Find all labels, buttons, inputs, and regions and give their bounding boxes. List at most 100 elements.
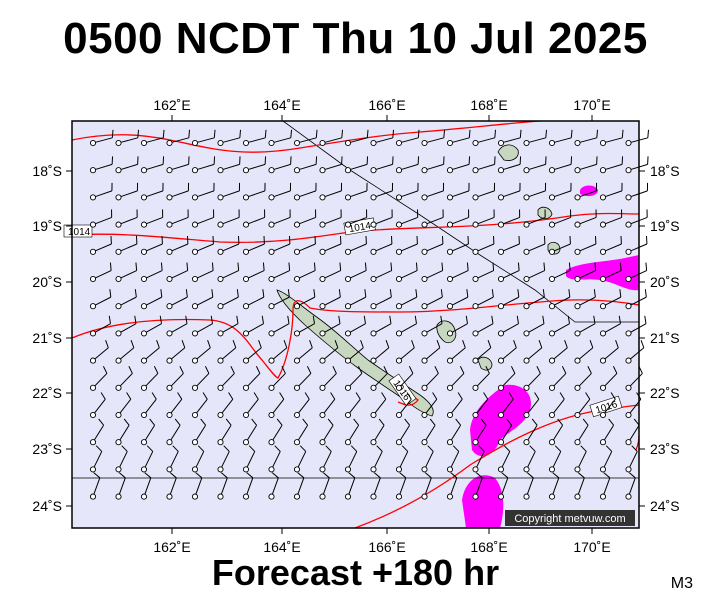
wind-barb xyxy=(497,129,522,147)
wind-barb xyxy=(523,392,540,419)
wind-barb xyxy=(242,315,264,337)
wind-barb xyxy=(166,209,189,228)
wind-barb xyxy=(497,445,511,473)
lon-label-top-166: 166˚E xyxy=(368,97,405,113)
wind-barb xyxy=(191,366,210,391)
wind-barb xyxy=(497,289,520,310)
wind-barb xyxy=(293,472,305,500)
wind-barb xyxy=(268,340,288,364)
wind-barb xyxy=(548,262,571,283)
wind-barb xyxy=(574,289,596,310)
wind-barb xyxy=(191,418,207,446)
wind-barb xyxy=(421,182,445,201)
wind-barb xyxy=(548,156,573,174)
wind-barb xyxy=(217,472,228,500)
wind-barb xyxy=(370,156,394,174)
wind-barb xyxy=(242,340,262,364)
wind-barb xyxy=(166,289,188,310)
wind-barb xyxy=(115,472,126,500)
wind-barb xyxy=(370,289,392,310)
wind-barb xyxy=(421,129,446,147)
loyalty-island-lifou xyxy=(436,320,457,344)
isobar-mid-west xyxy=(71,299,640,379)
wind-barb xyxy=(625,315,647,337)
wind-barb xyxy=(370,366,388,391)
wind-barb xyxy=(268,156,292,174)
wind-barb xyxy=(242,156,267,174)
wind-barb xyxy=(523,366,541,391)
wind-barb xyxy=(242,182,266,201)
lon-label-bottom-170: 170˚E xyxy=(573,539,610,555)
wind-barb xyxy=(523,262,546,283)
wind-barb xyxy=(395,209,419,228)
wind-barb xyxy=(217,315,239,337)
wind-barb xyxy=(89,156,114,174)
map-frame xyxy=(71,120,640,529)
wind-barb xyxy=(89,262,112,283)
page-title: 0500 NCDT Thu 10 Jul 2025 xyxy=(63,14,648,63)
wind-barb xyxy=(472,262,495,283)
wind-barb xyxy=(293,445,307,473)
wind-barb xyxy=(115,156,139,174)
wind-barb xyxy=(599,235,622,255)
wind-barb xyxy=(319,182,343,201)
wind-barb xyxy=(89,392,106,419)
wind-barb xyxy=(472,392,489,419)
wind-barb xyxy=(395,235,418,255)
wind-barb xyxy=(599,315,621,337)
wind-barb xyxy=(574,340,594,364)
forecast-label: Forecast +180 hr xyxy=(211,552,500,593)
lon-label-top-168: 168˚E xyxy=(470,97,507,113)
wind-barb xyxy=(293,418,309,446)
wind-barb xyxy=(191,235,214,255)
wind-barb xyxy=(625,340,645,364)
wind-barb xyxy=(446,392,463,419)
wind-barb xyxy=(497,418,513,446)
wind-barb xyxy=(319,129,344,147)
wind-barb xyxy=(89,340,109,364)
wind-barb xyxy=(293,392,310,419)
wind-barb xyxy=(574,235,597,255)
wind-barb xyxy=(497,262,520,283)
precip-area-south-2 xyxy=(462,475,504,528)
wind-barb xyxy=(421,418,436,446)
wind-barb xyxy=(319,289,341,310)
lat-label-right-19: 19˚S xyxy=(650,218,680,234)
wind-barb xyxy=(344,235,367,255)
wind-barb xyxy=(446,472,458,500)
wind-barb xyxy=(268,262,291,283)
wind-barb xyxy=(191,182,215,201)
wind-barb xyxy=(89,289,112,310)
wind-barb xyxy=(370,235,393,255)
wind-barbs xyxy=(89,129,650,500)
wind-barb xyxy=(319,366,337,391)
wind-barb xyxy=(140,289,163,310)
wind-barb xyxy=(523,289,545,310)
lat-label-left-18: 18˚S xyxy=(32,163,62,179)
lat-label-left-23: 23˚S xyxy=(32,441,62,457)
wind-barb xyxy=(472,366,490,391)
wind-barb xyxy=(497,366,516,391)
wind-barb xyxy=(599,262,622,283)
wind-barb xyxy=(523,156,547,174)
lon-label-bottom-166: 166˚E xyxy=(368,539,405,555)
wind-barb xyxy=(166,472,177,500)
wind-barb xyxy=(191,472,203,500)
wind-barb xyxy=(625,445,638,473)
wind-barb xyxy=(599,340,619,364)
wind-barb xyxy=(191,129,216,147)
wind-barb xyxy=(217,289,239,310)
wind-barb xyxy=(293,340,313,364)
wind-barb xyxy=(293,315,315,337)
lat-label-right-22: 22˚S xyxy=(650,385,680,401)
wind-barb xyxy=(217,392,234,419)
wind-barb xyxy=(548,445,562,473)
wind-barb xyxy=(115,315,137,337)
wind-barb xyxy=(242,209,266,228)
wind-barb xyxy=(599,472,611,500)
wind-barb xyxy=(115,209,138,228)
wind-barb xyxy=(293,129,318,147)
wind-barb xyxy=(421,366,439,391)
wind-barb xyxy=(268,182,292,201)
wind-barb xyxy=(370,340,390,364)
